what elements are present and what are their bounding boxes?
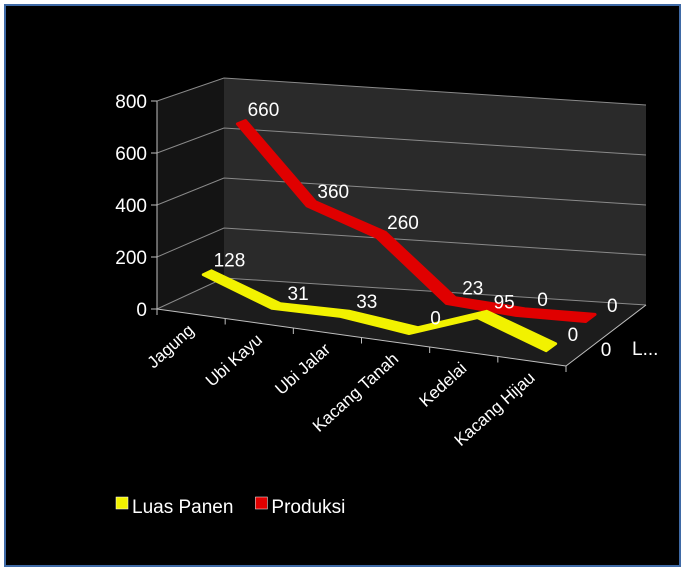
x-tick-label: Jagung [144,321,198,372]
data-label: 260 [387,213,419,234]
data-label: 0 [568,325,579,346]
gridline [156,127,647,156]
floor [157,278,646,366]
data-label: 128 [214,251,246,272]
series-ribbon [201,269,558,353]
chart-frame: 0 200 400 600 800 Jagung Ubi Kayu Ubi Jalar Kaca… [4,4,681,567]
x-tick-label: Ubi Kayu [202,330,266,390]
line-chart-3d: 0 200 400 600 800 Jagung Ubi Kayu Ubi Jalar Kaca… [115,77,658,518]
y-tick-label: 200 [115,248,147,269]
data-label: 23 [462,279,483,300]
data-label: 0 [430,309,441,330]
depth-axis-tick-label: 0 [601,340,612,361]
y-tick-label: 400 [115,196,147,217]
legend: Luas Panen Produksi [115,496,345,518]
legend-label: Luas Panen [132,497,233,518]
side-wall [157,78,224,309]
y-tick-label: 800 [115,92,147,113]
y-tick-label: 0 [136,300,147,321]
x-tick-label: Ubi Jalar [272,339,335,398]
x-tick-label: Kacang Hijau [451,368,539,450]
gridline [156,177,647,206]
x-tick-label: Kedelai [416,359,471,411]
gridline [156,77,647,106]
series-ribbon [235,119,597,323]
data-label: 0 [607,296,618,317]
data-label: 95 [494,292,515,313]
legend-swatch [255,496,268,510]
series-ribbons [201,119,597,353]
gridline [156,227,647,258]
depth-axis [565,304,647,367]
data-label: 0 [537,290,548,311]
legend-label: Produksi [271,497,345,518]
y-tick-label: 600 [115,144,147,165]
depth-axis-label: L... [632,339,658,360]
data-label: 360 [317,182,349,203]
data-label: 31 [288,284,309,305]
legend-swatch [115,496,129,510]
data-label: 660 [248,100,280,121]
data-label: 33 [356,292,377,313]
